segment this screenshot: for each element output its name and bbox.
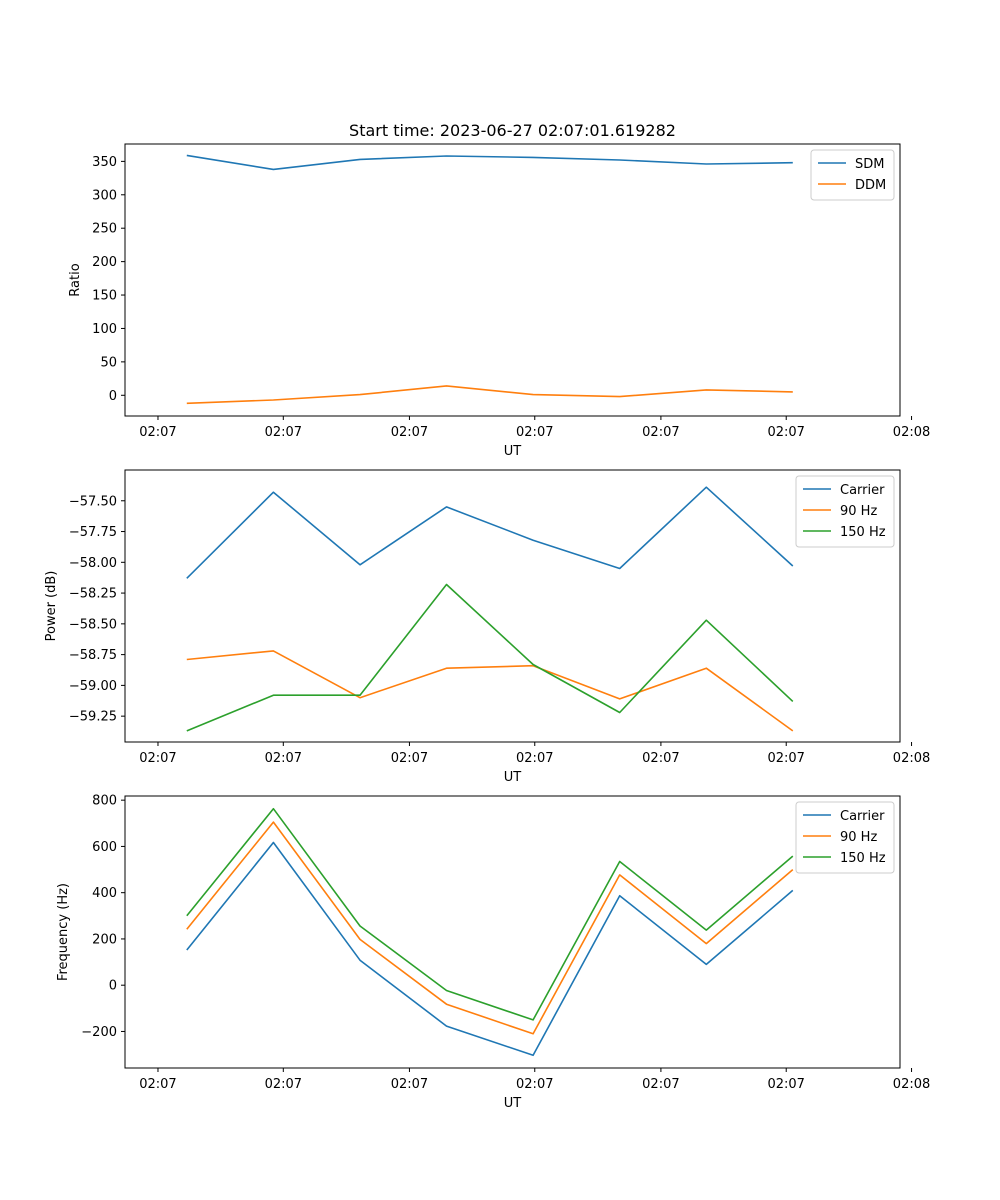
legend-label: Carrier: [840, 483, 885, 498]
y-tick-label: 600: [92, 840, 117, 855]
series-line-carrier: [186, 486, 794, 579]
y-tick-label: −59.00: [69, 679, 117, 694]
series-line-150-hz: [186, 583, 794, 732]
y-tick-label: 400: [92, 886, 117, 901]
y-tick-label: −200: [81, 1025, 117, 1040]
y-axis-label: Frequency (Hz): [56, 883, 71, 981]
figure-title: Start time: 2023-06-27 02:07:01.619282: [349, 121, 676, 140]
x-tick-label: 02:07: [516, 1077, 553, 1092]
legend-label: 90 Hz: [840, 504, 877, 519]
x-tick-label: 02:07: [642, 751, 679, 766]
plot-frame: [124, 795, 901, 1069]
legend-label: DDM: [855, 178, 886, 193]
x-tick-label: 02:07: [516, 425, 553, 440]
y-tick-label: 50: [100, 355, 117, 370]
series-line-carrier: [186, 841, 794, 1057]
y-tick-label: 200: [92, 255, 117, 270]
x-tick-label: 02:08: [893, 425, 930, 440]
x-tick-label: 02:07: [265, 425, 302, 440]
series-line-90-hz: [186, 650, 794, 732]
x-tick-label: 02:07: [642, 1077, 679, 1092]
legend-label: 150 Hz: [840, 851, 886, 866]
x-tick-label: 02:07: [391, 1077, 428, 1092]
y-axis-label: Power (dB): [44, 571, 59, 642]
series-line-150-hz: [186, 807, 794, 1021]
x-tick-label: 02:07: [139, 425, 176, 440]
x-tick-label: 02:07: [265, 751, 302, 766]
legend-box: [795, 475, 895, 548]
x-axis-label: UT: [504, 1096, 522, 1111]
series-line-sdm: [186, 154, 793, 171]
x-tick-label: 02:07: [767, 1077, 804, 1092]
y-tick-label: 250: [92, 222, 117, 237]
x-tick-label: 02:07: [265, 1077, 302, 1092]
y-tick-label: −57.75: [69, 525, 117, 540]
y-tick-label: 800: [92, 794, 117, 809]
x-tick-label: 02:07: [767, 751, 804, 766]
x-tick-label: 02:07: [516, 751, 553, 766]
y-tick-label: 350: [92, 155, 117, 170]
x-tick-label: 02:08: [893, 1077, 930, 1092]
x-tick-label: 02:07: [391, 751, 428, 766]
x-tick-label: 02:07: [642, 425, 679, 440]
chart-panel-2: −59.25 −59.00 −58.75 −58.50 −58.25 −58.00 −57.…: [44, 469, 930, 785]
legend-label: 90 Hz: [840, 830, 877, 845]
series-line-ddm: [186, 385, 793, 405]
y-tick-label: −58.25: [69, 587, 117, 602]
y-tick-label: −59.25: [69, 710, 117, 725]
y-tick-label: 0: [109, 979, 117, 994]
legend-label: 150 Hz: [840, 525, 886, 540]
x-tick-label: 02:07: [767, 425, 804, 440]
plot-frame: [124, 469, 901, 743]
y-tick-label: 300: [92, 188, 117, 203]
plot-frame: [124, 143, 901, 417]
y-tick-label: −58.50: [69, 617, 117, 632]
x-axis-label: UT: [504, 444, 522, 459]
legend-label: Carrier: [840, 809, 885, 824]
y-tick-label: −57.50: [69, 494, 117, 509]
x-tick-label: 02:07: [139, 751, 176, 766]
y-tick-label: 100: [92, 322, 117, 337]
x-tick-label: 02:08: [893, 751, 930, 766]
y-tick-label: 200: [92, 932, 117, 947]
y-tick-label: −58.00: [69, 556, 117, 571]
x-tick-label: 02:07: [391, 425, 428, 440]
chart-panel-1: 0 50 100 150 200 250 300 350 02:07 02:07 02:07 02:0…: [68, 143, 930, 459]
y-axis-label: Ratio: [68, 263, 83, 296]
chart-panel-3: −200 0 200 400 600 800 02:07 02:07 02:07 02:07 02:…: [56, 794, 930, 1111]
y-tick-label: −58.75: [69, 648, 117, 663]
y-tick-label: 150: [92, 289, 117, 304]
x-axis-label: UT: [504, 770, 522, 785]
legend-box: [795, 801, 895, 874]
series-line-90-hz: [186, 821, 794, 1035]
x-tick-label: 02:07: [139, 1077, 176, 1092]
legend-label: SDM: [855, 157, 884, 172]
y-tick-label: 0: [109, 389, 117, 404]
